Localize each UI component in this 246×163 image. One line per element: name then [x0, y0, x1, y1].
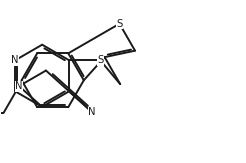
Text: N: N: [12, 55, 19, 65]
Text: N: N: [89, 107, 96, 117]
Text: S: S: [97, 55, 103, 65]
Text: S: S: [116, 19, 123, 29]
Text: N: N: [15, 81, 23, 91]
